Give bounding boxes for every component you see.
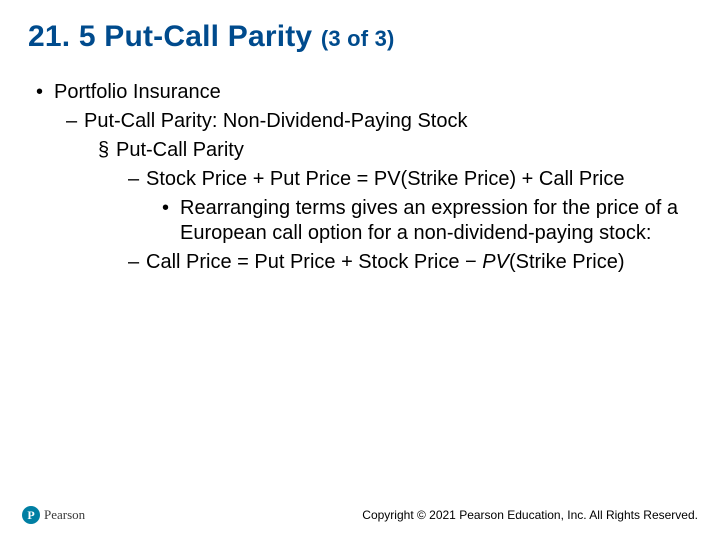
bullet-level-2: –Put-Call Parity: Non-Dividend-Paying St… xyxy=(28,109,692,134)
brand-logo: Pearson xyxy=(22,506,85,524)
level1-text: Portfolio Insurance xyxy=(54,81,221,103)
l4b-pre: Call Price = Put Price + Stock Price − xyxy=(146,251,482,273)
bullet-endash-icon: – xyxy=(128,250,146,275)
title-sub: (3 of 3) xyxy=(321,26,395,51)
bullet-level-4a: – Stock Price + Put Price = PV(Strike Pr… xyxy=(28,167,692,192)
bullet-level-1: •Portfolio Insurance xyxy=(28,80,692,105)
bullet-dot-icon: • xyxy=(162,196,180,246)
copyright-text: Copyright © 2021 Pearson Education, Inc.… xyxy=(362,508,698,522)
slide-footer: Pearson Copyright © 2021 Pearson Educati… xyxy=(0,506,720,524)
bullet-level-3: §Put-Call Parity xyxy=(28,138,692,163)
level4a-text: Stock Price + Put Price = PV(Strike Pric… xyxy=(146,167,692,192)
bullet-level-5: • Rearranging terms gives an expression … xyxy=(28,196,692,246)
bullet-dot-icon: • xyxy=(36,80,54,105)
bullet-endash-icon: – xyxy=(128,167,146,192)
title-main: 21. 5 Put-Call Parity xyxy=(28,20,321,53)
slide-content: •Portfolio Insurance –Put-Call Parity: N… xyxy=(28,80,692,275)
level5-text: Rearranging terms gives an expression fo… xyxy=(180,196,692,246)
bullet-endash-icon: – xyxy=(66,109,84,134)
brand-name: Pearson xyxy=(44,507,85,523)
slide-title: 21. 5 Put-Call Parity (3 of 3) xyxy=(28,20,692,54)
l4b-post: (Strike Price) xyxy=(509,251,625,273)
pearson-logo-icon xyxy=(22,506,40,524)
level3-text: Put-Call Parity xyxy=(116,139,244,161)
level4b-text: Call Price = Put Price + Stock Price − P… xyxy=(146,250,692,275)
level2-text: Put-Call Parity: Non-Dividend-Paying Sto… xyxy=(84,110,468,132)
l4b-pv: PV xyxy=(482,251,509,273)
bullet-level-4b: – Call Price = Put Price + Stock Price −… xyxy=(28,250,692,275)
slide-container: 21. 5 Put-Call Parity (3 of 3) •Portfoli… xyxy=(0,0,720,540)
bullet-square-icon: § xyxy=(98,138,116,163)
